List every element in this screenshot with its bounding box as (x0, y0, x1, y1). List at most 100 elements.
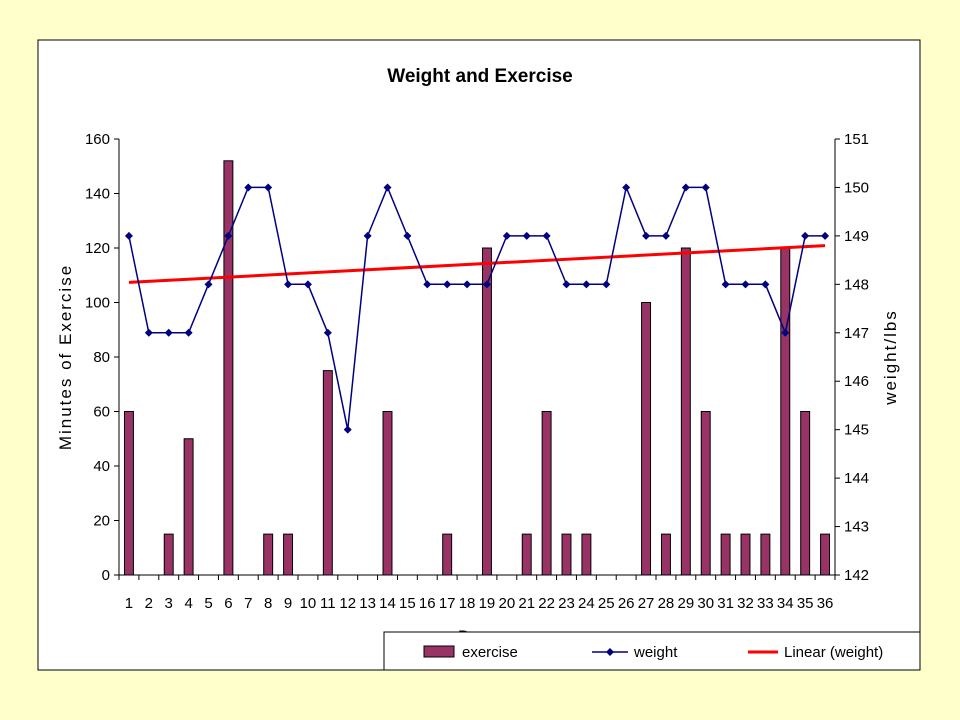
weight-point (721, 280, 730, 289)
x-tick-label: 12 (339, 595, 356, 612)
weight-point (821, 231, 830, 240)
weight-point (502, 231, 511, 240)
x-tick-label: 10 (300, 595, 317, 612)
x-tick-label: 7 (244, 595, 252, 612)
weight-point (463, 280, 472, 289)
x-tick-label: 2 (145, 595, 153, 612)
weight-point (144, 328, 153, 337)
plot-layer: 0204060801001201401601421431441451461471… (85, 131, 869, 612)
exercise-bar (183, 438, 194, 576)
exercise-bar (223, 160, 234, 576)
weight-point (622, 183, 631, 192)
y2-axis-title: weight/lbs (881, 309, 900, 406)
x-tick-label: 22 (538, 595, 555, 612)
exercise-bar (720, 533, 731, 576)
weight-line (128, 184, 826, 430)
exercise-bar (382, 411, 393, 576)
x-tick-label: 5 (204, 595, 212, 612)
exercise-bar (541, 411, 552, 576)
y2-tick-label: 150 (844, 179, 869, 196)
x-tick-label: 34 (777, 595, 794, 612)
x-tick-label: 15 (399, 595, 416, 612)
y-tick-label: 60 (93, 404, 110, 421)
weight-point (264, 183, 273, 192)
weight-point (284, 280, 293, 289)
x-tick-label: 20 (498, 595, 515, 612)
legend-weight-marker (606, 648, 614, 656)
weight-point (184, 328, 193, 337)
legend-box (383, 631, 921, 671)
x-tick-label: 33 (757, 595, 774, 612)
exercise-bar (660, 533, 671, 576)
trendline (128, 244, 826, 284)
weight-point (582, 280, 591, 289)
x-tick-label: 24 (578, 595, 595, 612)
y2-tick-label: 143 (844, 519, 869, 536)
exercise-bar (481, 247, 492, 576)
exercise-bar (680, 247, 691, 576)
weight-point (482, 280, 491, 289)
x-tick-label: 28 (658, 595, 675, 612)
y2-tick-label: 146 (844, 373, 869, 390)
y-tick-label: 120 (85, 240, 110, 257)
legend-trend-label: Linear (weight) (784, 644, 883, 661)
x-tick-label: 19 (479, 595, 496, 612)
exercise-bar (740, 533, 751, 576)
x-tick-label: 11 (320, 595, 336, 612)
weight-point (602, 280, 611, 289)
y2-tick-label: 142 (844, 567, 869, 584)
x-tick-label: 14 (379, 595, 396, 612)
weight-point (681, 183, 690, 192)
exercise-bar (521, 533, 532, 576)
x-tick-label: 9 (284, 595, 292, 612)
weight-point (781, 328, 790, 337)
exercise-bar (283, 533, 294, 576)
weight-point (801, 231, 810, 240)
x-tick-label: 1 (125, 595, 133, 612)
y-tick-label: 40 (93, 458, 110, 475)
exercise-bar (700, 411, 711, 576)
x-tick-label: 27 (638, 595, 655, 612)
weight-point (443, 280, 452, 289)
weight-point (164, 328, 173, 337)
x-tick-label: 36 (817, 595, 834, 612)
x-tick-label: 35 (797, 595, 814, 612)
weight-point (244, 183, 253, 192)
y2-tick-label: 144 (844, 470, 869, 487)
y-axis-title: Minutes of Exercise (56, 264, 75, 450)
exercise-bar (163, 533, 174, 576)
exercise-bar (322, 370, 333, 576)
weight-point (562, 280, 571, 289)
exercise-bar (820, 533, 831, 576)
exercise-bar (123, 411, 134, 576)
x-tick-label: 18 (459, 595, 476, 612)
x-tick-label: 6 (224, 595, 232, 612)
weight-point (423, 280, 432, 289)
y-tick-label: 160 (85, 131, 110, 148)
weight-point (303, 280, 312, 289)
x-tick-label: 13 (359, 595, 376, 612)
weight-point (642, 231, 651, 240)
x-tick-label: 16 (419, 595, 436, 612)
legend: exercise weight Linear (weight) (383, 631, 921, 671)
exercise-bar (780, 247, 791, 576)
exercise-bar (760, 533, 771, 576)
x-tick-label: 4 (184, 595, 192, 612)
exercise-bar (442, 533, 453, 576)
legend-weight-label: weight (633, 644, 678, 661)
x-tick-label: 17 (439, 595, 456, 612)
y-tick-label: 0 (102, 567, 110, 584)
y2-tick-label: 148 (844, 276, 869, 293)
x-tick-label: 8 (264, 595, 272, 612)
weight-point (761, 280, 770, 289)
exercise-bar (263, 533, 274, 576)
y-tick-label: 100 (85, 295, 110, 312)
x-tick-label: 3 (165, 595, 173, 612)
weight-point (204, 280, 213, 289)
legend-exercise-label: exercise (462, 644, 518, 661)
y2-tick-label: 145 (844, 422, 869, 439)
x-tick-label: 29 (677, 595, 694, 612)
y2-tick-label: 149 (844, 228, 869, 245)
exercise-bar (561, 533, 572, 576)
